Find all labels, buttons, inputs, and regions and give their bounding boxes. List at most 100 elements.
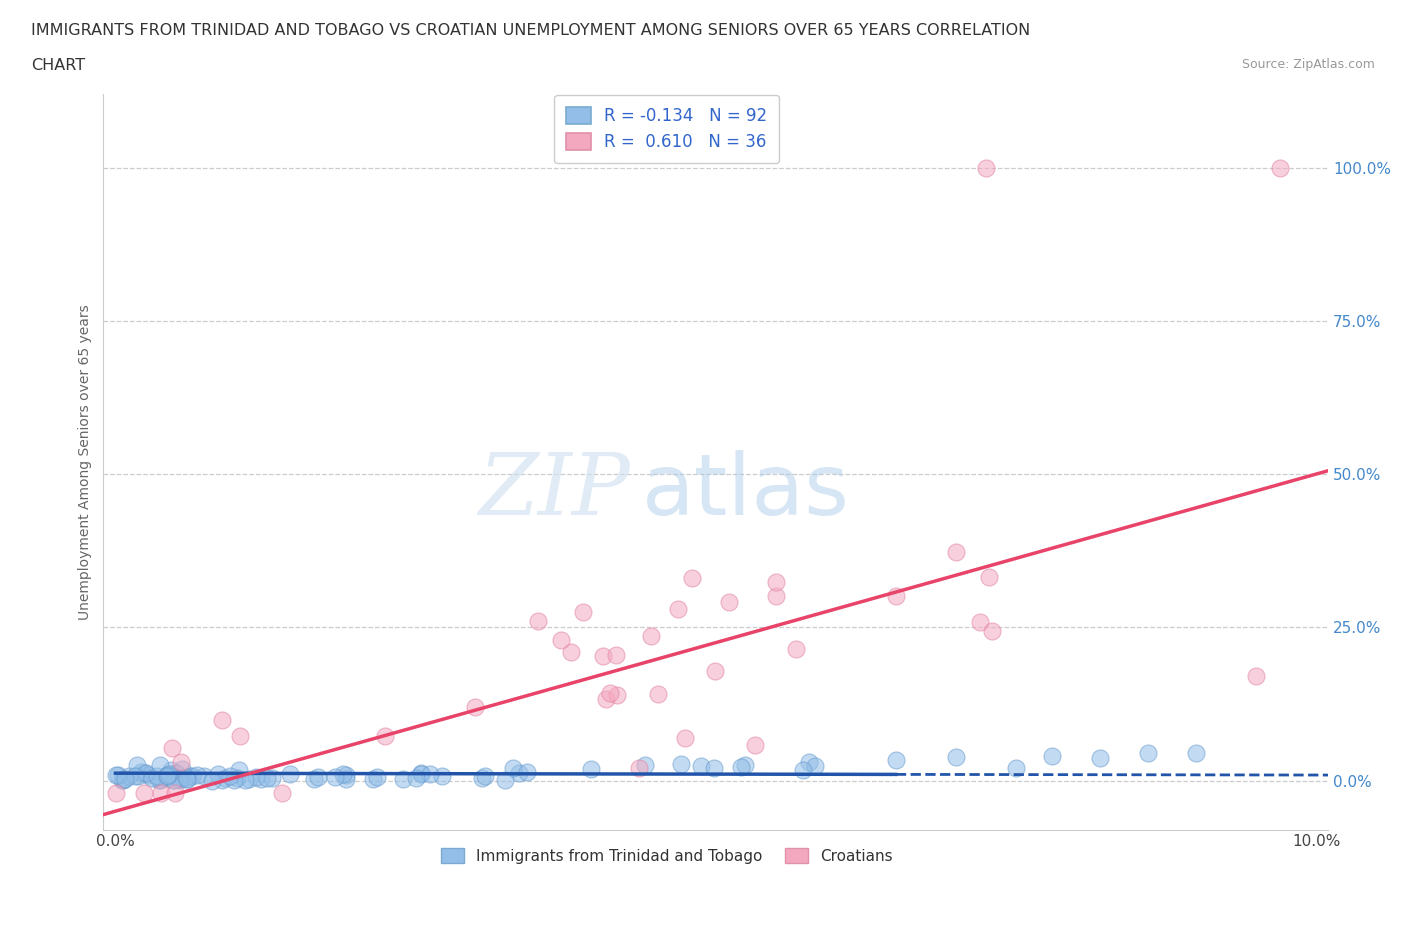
Point (157, 767, 180, 782)
Point (155, 767, 177, 782)
Point (132, 785, 155, 800)
Point (797, 755, 820, 770)
Point (392, 771, 415, 786)
Point (595, 691, 617, 706)
Point (229, 729, 252, 744)
Y-axis label: Unemployment Among Seniors over 65 years: Unemployment Among Seniors over 65 years (79, 304, 93, 619)
Point (162, 773, 184, 788)
Point (1185, 746, 1208, 761)
Point (361, 772, 384, 787)
Point (180, 769, 202, 784)
Point (211, 772, 233, 787)
Point (572, 604, 595, 619)
Point (804, 758, 827, 773)
Point (409, 766, 432, 781)
Point (165, 766, 187, 781)
Point (141, 770, 163, 785)
Point (166, 771, 188, 786)
Point (127, 769, 149, 784)
Point (201, 773, 224, 788)
Point (214, 771, 236, 786)
Point (134, 766, 156, 781)
Point (765, 589, 787, 604)
Point (211, 712, 233, 727)
Point (278, 767, 301, 782)
Point (666, 602, 689, 617)
Point (974, 160, 997, 175)
Point (271, 785, 294, 800)
Point (159, 763, 181, 777)
Point (560, 644, 582, 659)
Point (471, 771, 494, 786)
Point (245, 769, 267, 784)
Point (149, 772, 172, 787)
Point (172, 762, 194, 777)
Text: CHART: CHART (31, 58, 84, 73)
Point (150, 771, 173, 786)
Point (163, 773, 186, 788)
Point (226, 770, 249, 785)
Point (647, 687, 669, 702)
Point (669, 757, 692, 772)
Point (186, 767, 208, 782)
Point (148, 773, 170, 788)
Point (260, 771, 283, 786)
Point (945, 750, 967, 764)
Point (366, 769, 388, 784)
Point (218, 768, 240, 783)
Point (419, 766, 441, 781)
Point (606, 687, 628, 702)
Point (605, 648, 627, 663)
Point (508, 765, 530, 780)
Point (222, 773, 245, 788)
Point (1137, 745, 1160, 760)
Point (640, 629, 662, 644)
Text: IMMIGRANTS FROM TRINIDAD AND TOBAGO VS CROATIAN UNEMPLOYMENT AMONG SENIORS OVER : IMMIGRANTS FROM TRINIDAD AND TOBAGO VS C… (31, 23, 1031, 38)
Point (157, 766, 180, 781)
Point (249, 772, 271, 787)
Point (689, 759, 711, 774)
Point (118, 768, 141, 783)
Point (550, 632, 572, 647)
Point (634, 758, 657, 773)
Point (193, 769, 215, 784)
Point (977, 569, 1000, 584)
Point (170, 770, 193, 785)
Point (785, 642, 807, 657)
Point (136, 767, 159, 782)
Point (149, 757, 172, 772)
Point (1244, 669, 1267, 684)
Point (374, 729, 396, 744)
Point (980, 623, 1002, 638)
Point (673, 731, 696, 746)
Point (474, 768, 496, 783)
Point (335, 767, 357, 782)
Point (165, 785, 187, 800)
Point (111, 773, 134, 788)
Point (238, 772, 260, 787)
Point (494, 773, 516, 788)
Point (592, 648, 614, 663)
Point (730, 760, 752, 775)
Point (464, 699, 486, 714)
Point (179, 769, 201, 784)
Point (160, 740, 183, 755)
Point (228, 763, 250, 777)
Point (135, 765, 157, 780)
Point (1268, 160, 1291, 175)
Point (129, 765, 152, 780)
Point (704, 663, 727, 678)
Legend: Immigrants from Trinidad and Tobago, Croatians: Immigrants from Trinidad and Tobago, Cro… (434, 842, 898, 870)
Point (527, 614, 550, 629)
Point (502, 761, 524, 776)
Point (1005, 761, 1028, 776)
Point (405, 771, 427, 786)
Point (599, 685, 621, 700)
Point (146, 768, 169, 783)
Point (169, 773, 191, 788)
Point (969, 615, 991, 630)
Point (302, 772, 325, 787)
Point (156, 769, 179, 784)
Point (162, 769, 184, 784)
Point (1088, 751, 1111, 765)
